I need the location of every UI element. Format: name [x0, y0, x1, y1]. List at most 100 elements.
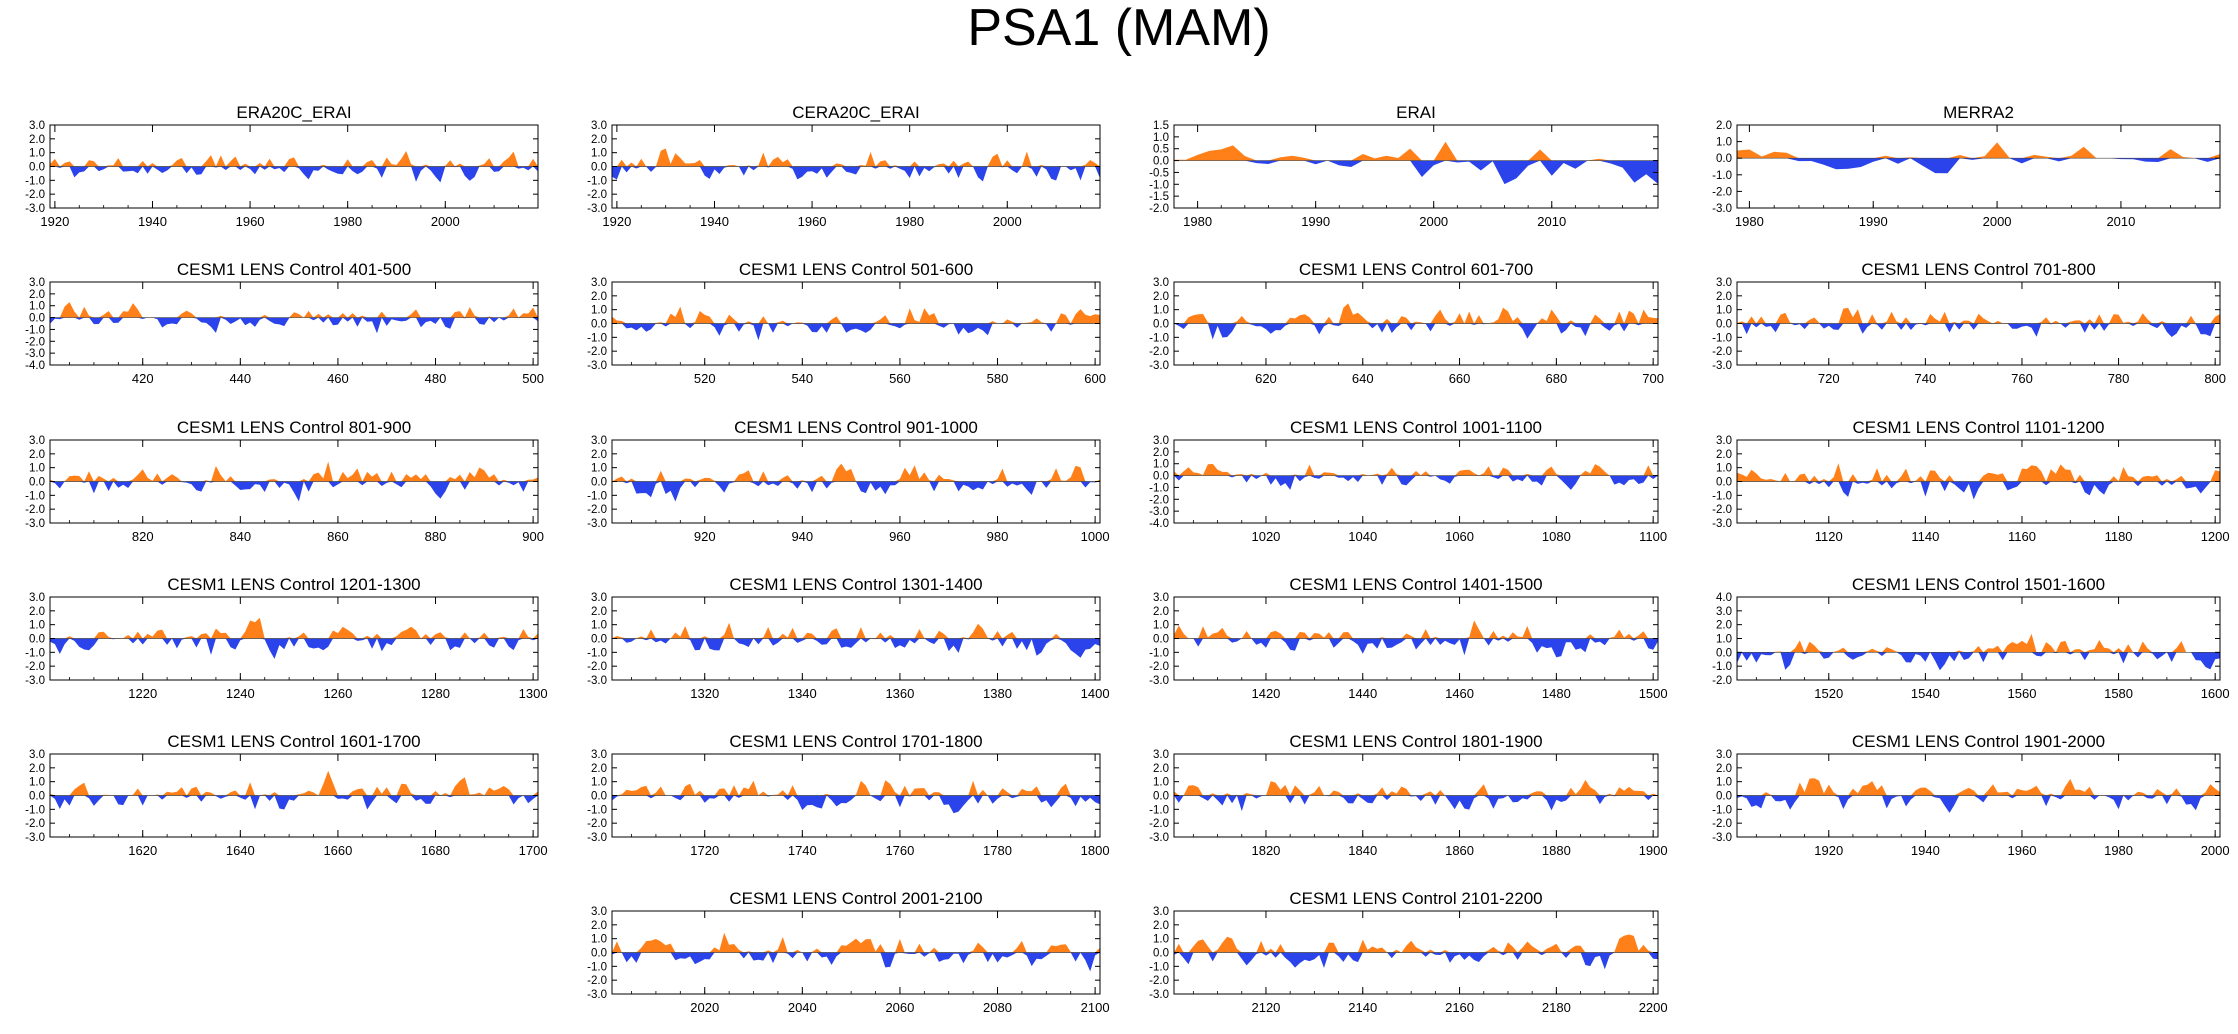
y-tick-label: 1.0: [29, 620, 45, 632]
y-tick-label: -2.0: [587, 661, 607, 673]
x-tick-label: 1320: [690, 686, 719, 701]
panel-22: CESM1 LENS Control 2101-2200 3.0 2.0 1.0 0.0…: [1149, 889, 1667, 1015]
y-tick-label: 0.0: [591, 477, 607, 489]
panel-title: CESM1 LENS Control 1601-1700: [167, 732, 420, 751]
y-tick-label: -2.0: [1712, 675, 1732, 687]
x-tick-label: 1360: [885, 686, 914, 701]
positive-area: [612, 932, 1100, 953]
y-tick-label: 2.0: [591, 606, 607, 618]
y-tick-label: 2.0: [1716, 291, 1732, 303]
y-tick-label: -2.0: [1712, 346, 1732, 358]
y-tick-label: 1.0: [591, 620, 607, 632]
panel-title: CERA20C_ERAI: [792, 103, 920, 122]
y-tick-label: -2.0: [25, 189, 45, 201]
negative-area: [1737, 795, 2220, 813]
negative-area: [1174, 952, 1658, 970]
panel-title: ERA20C_ERAI: [236, 103, 351, 122]
y-tick-label: 3.0: [591, 906, 607, 918]
panel-19: CESM1 LENS Control 1801-1900 3.0 2.0 1.0 0.0…: [1149, 732, 1667, 858]
y-tick-label: -3.0: [587, 203, 607, 215]
x-tick-label: 2060: [885, 1000, 914, 1015]
x-tick-label: 1980: [1735, 214, 1764, 229]
y-tick-label: -1.0: [1149, 804, 1169, 816]
y-tick-label: 2.0: [591, 291, 607, 303]
y-tick-label: -1.0: [25, 647, 45, 659]
y-tick-label: 0.0: [1716, 477, 1732, 489]
x-tick-label: 1920: [1814, 843, 1843, 858]
x-tick-label: 1660: [323, 843, 352, 858]
y-tick-label: -4.0: [1149, 518, 1169, 530]
y-tick-label: -1.0: [1149, 482, 1169, 494]
positive-area: [1174, 303, 1658, 324]
positive-area: [50, 461, 538, 482]
x-tick-label: 1820: [1251, 843, 1280, 858]
y-tick-label: 1.5: [1153, 120, 1169, 132]
x-tick-label: 980: [987, 529, 1009, 544]
x-tick-label: 600: [1084, 371, 1106, 386]
x-tick-label: 480: [425, 371, 447, 386]
figure-title: PSA1 (MAM): [967, 0, 1271, 57]
y-tick-label: -1.0: [1149, 647, 1169, 659]
negative-area: [50, 317, 538, 334]
y-tick-label: -2.0: [587, 818, 607, 830]
y-tick-label: 2.0: [29, 134, 45, 146]
panel-13: CESM1 LENS Control 1201-1300 3.0 2.0 1.0 0.0…: [25, 575, 547, 701]
x-tick-label: 2200: [1639, 1000, 1668, 1015]
y-tick-label: -2.0: [587, 975, 607, 987]
y-tick-label: 0.0: [591, 948, 607, 960]
x-tick-label: 700: [1642, 371, 1664, 386]
x-tick-label: 660: [1449, 371, 1471, 386]
y-tick-label: -1.0: [25, 175, 45, 187]
positive-area: [612, 306, 1100, 324]
x-tick-label: 1260: [323, 686, 352, 701]
panel-15: CESM1 LENS Control 1401-1500 3.0 2.0 1.0 0.0…: [1149, 575, 1667, 701]
panel-17: CESM1 LENS Control 1601-1700 3.0 2.0 1.0 0.0…: [25, 732, 547, 858]
x-tick-label: 2040: [788, 1000, 817, 1015]
x-tick-label: 780: [2108, 371, 2130, 386]
negative-area: [612, 795, 1100, 814]
y-tick-label: 2.0: [1153, 763, 1169, 775]
y-tick-label: 1.0: [1716, 777, 1732, 789]
y-tick-label: -1.0: [587, 961, 607, 973]
negative-area: [1737, 652, 2220, 671]
y-tick-label: 0.0: [591, 791, 607, 803]
panel-title: CESM1 LENS Control 701-800: [1861, 260, 2095, 279]
x-tick-label: 1700: [519, 843, 548, 858]
negative-area: [1174, 638, 1658, 658]
panel-title: CESM1 LENS Control 1301-1400: [729, 575, 982, 594]
y-tick-label: -1.0: [587, 490, 607, 502]
negative-area: [1737, 481, 2220, 500]
y-tick-label: 0.0: [1716, 319, 1732, 331]
negative-area: [50, 795, 538, 810]
y-tick-label: 3.0: [29, 592, 45, 604]
y-tick-label: 3.0: [1153, 435, 1169, 447]
panel-title: CESM1 LENS Control 2101-2200: [1289, 889, 1542, 908]
x-tick-label: 1860: [1445, 843, 1474, 858]
negative-area: [1737, 323, 2220, 337]
x-tick-label: 2140: [1348, 1000, 1377, 1015]
x-tick-label: 1600: [2201, 686, 2230, 701]
y-tick-label: 1.0: [1153, 934, 1169, 946]
y-tick-label: 2.0: [591, 920, 607, 932]
y-tick-label: 2.0: [591, 449, 607, 461]
x-tick-label: 2160: [1445, 1000, 1474, 1015]
panel-9: CESM1 LENS Control 801-900 3.0 2.0 1.0 0.0-1…: [25, 418, 544, 544]
x-tick-label: 1980: [333, 214, 362, 229]
y-tick-label: -2.0: [587, 189, 607, 201]
y-tick-label: 2.0: [1716, 449, 1732, 461]
x-tick-label: 2010: [1537, 214, 1566, 229]
y-tick-label: 1.0: [591, 148, 607, 160]
y-tick-label: -1.0: [1149, 179, 1169, 191]
y-tick-label: -0.5: [1149, 167, 1169, 179]
panel-title: CESM1 LENS Control 1201-1300: [167, 575, 420, 594]
y-tick-label: 3.0: [1716, 749, 1732, 761]
x-tick-label: 1460: [1445, 686, 1474, 701]
x-tick-label: 2000: [1419, 214, 1448, 229]
x-tick-label: 1440: [1348, 686, 1377, 701]
y-tick-label: 1.0: [591, 934, 607, 946]
y-tick-label: -1.0: [25, 324, 45, 336]
y-tick-label: -3.0: [25, 675, 45, 687]
x-tick-label: 2000: [1983, 214, 2012, 229]
y-tick-label: 1.0: [29, 777, 45, 789]
